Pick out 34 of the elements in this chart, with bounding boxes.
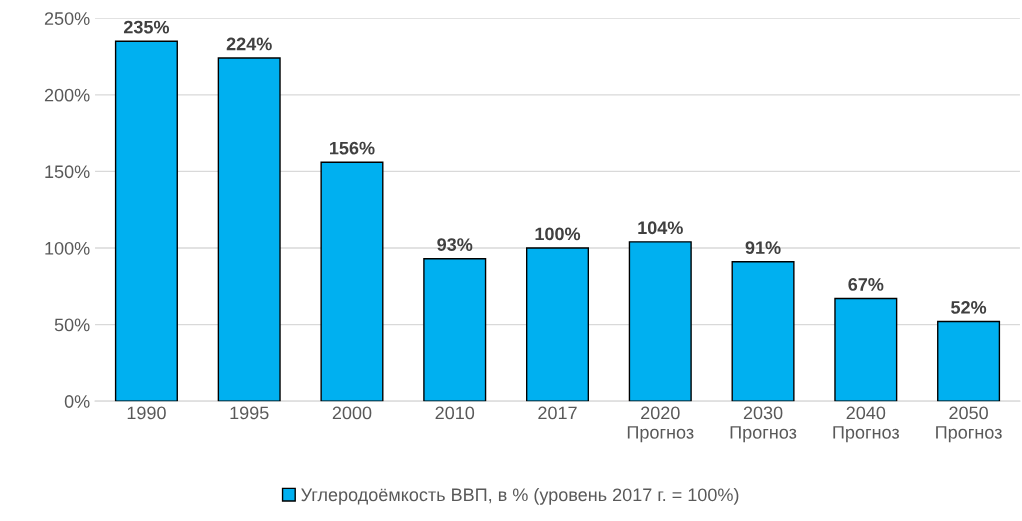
data-label: 104% — [638, 221, 683, 235]
bar — [114, 40, 178, 402]
x-tick-label: 2040 Прогноз — [833, 406, 899, 443]
y-tick-label: 50% — [54, 318, 90, 332]
x-tick-label: 2010 — [435, 406, 475, 420]
data-label: 67% — [848, 278, 884, 291]
x-tick-label: 2050 Прогноз — [936, 406, 1002, 443]
bar — [217, 57, 281, 402]
data-label: 224% — [226, 37, 272, 51]
bar — [731, 261, 795, 402]
y-tick-label: 150% — [45, 165, 90, 179]
legend-label: Углеродоёмкость ВВП, в % (уровень 2017 г. = 100%) — [301, 487, 739, 505]
y-tick-label: 250% — [44, 12, 90, 25]
data-label: 100% — [535, 227, 581, 241]
y-tick-label: 100% — [45, 241, 90, 255]
bar — [628, 241, 692, 402]
bar — [937, 320, 1001, 402]
y-tick-label: 0% — [64, 395, 90, 408]
x-tick-label: 2020 Прогноз — [627, 406, 694, 443]
data-label: 156% — [330, 141, 375, 155]
bar — [525, 247, 590, 402]
data-label: 52% — [951, 301, 987, 314]
x-tick-label: 2000 — [332, 406, 372, 420]
bar — [423, 258, 487, 402]
bar — [834, 297, 898, 402]
data-label: 235% — [123, 20, 170, 34]
x-tick-label: 2017 — [538, 406, 577, 420]
bar — [320, 161, 384, 402]
y-tick-label: 200% — [44, 88, 90, 102]
x-tick-label: 2030 Прогноз — [730, 406, 797, 443]
x-tick-label: 1990 — [127, 406, 166, 420]
x-tick-label: 1995 — [230, 406, 269, 420]
data-label: 91% — [745, 241, 781, 255]
data-label: 93% — [437, 238, 473, 252]
